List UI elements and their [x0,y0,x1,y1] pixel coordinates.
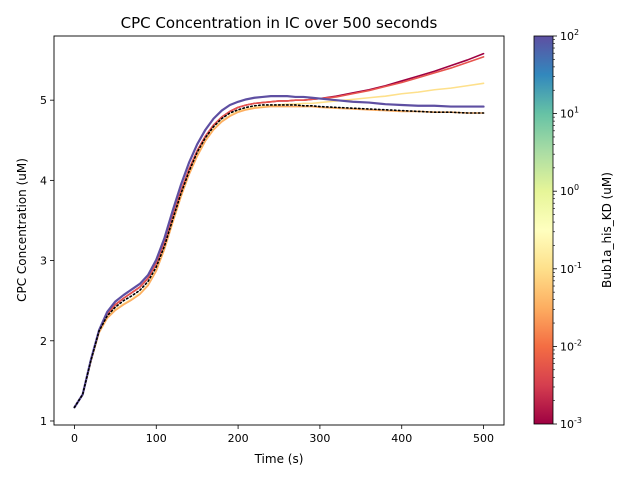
series-line-3 [73,105,485,409]
x-axis-label: Time (s) [254,452,304,466]
y-tick-label: 2 [40,335,47,348]
colorbar-tick-label: 101 [560,106,579,121]
y-tick-label: 4 [40,174,47,187]
colorbar-tick-label: 10-3 [560,416,582,431]
x-axis-ticks: 0 100 200 300 400 500 [71,425,494,445]
x-tick-label: 0 [71,432,78,445]
x-tick-label: 500 [473,432,494,445]
series-line-4 [73,95,485,409]
colorbar [533,35,554,425]
colorbar-tick-label: 100 [560,183,579,198]
x-tick-label: 400 [391,432,412,445]
y-tick-label: 1 [40,415,47,428]
colorbar-tick-label: 10-2 [560,338,582,353]
x-tick-label: 300 [309,432,330,445]
colorbar-tick-label: 10-1 [560,261,582,276]
y-tick-label: 3 [40,255,47,268]
colorbar-label: Bub1a_his_KD (uM) [600,172,614,288]
y-axis-ticks: 1 2 3 4 5 [40,94,54,428]
colorbar-tick-label: 102 [560,28,579,43]
chart-title: CPC Concentration in IC over 500 seconds [121,14,438,32]
series-line-1 [73,56,485,409]
y-axis-label: CPC Concentration (uM) [15,158,29,302]
plot-frame [53,35,505,426]
series-line-5 [73,104,485,409]
series-layer [73,52,485,409]
y-tick-label: 5 [40,94,47,107]
x-tick-label: 200 [228,432,249,445]
series-line-2 [73,82,485,409]
colorbar-ticks: 10-3 10-2 10-1 100 101 102 [553,28,582,431]
x-tick-label: 100 [146,432,167,445]
